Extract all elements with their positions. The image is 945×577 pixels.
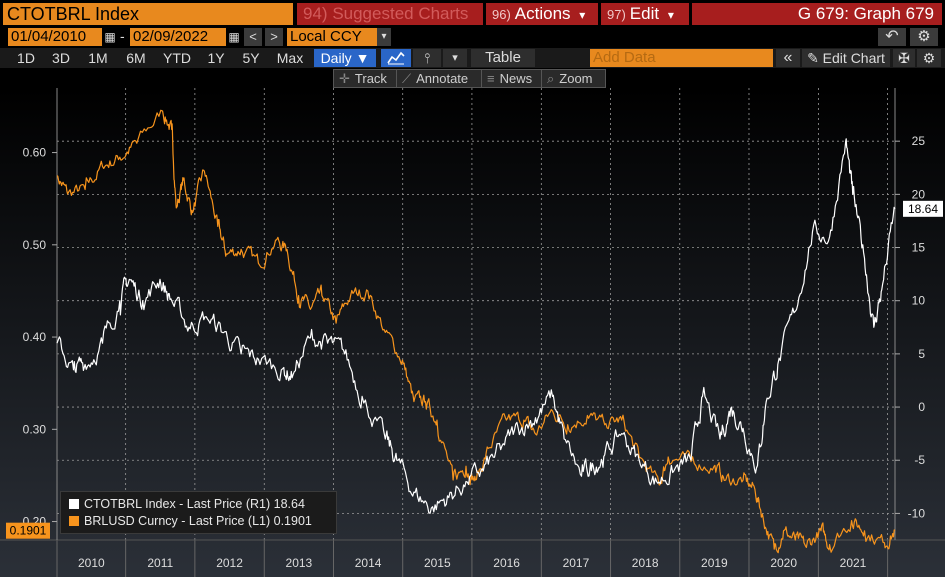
- tool-news[interactable]: ≡ News: [481, 69, 542, 88]
- actions-num: 96): [492, 7, 511, 22]
- legend-label-brlusd: BRLUSD Curncy - Last Price (L1) 0.1901: [84, 514, 312, 528]
- period-5y[interactable]: 5Y: [242, 50, 260, 66]
- y-left-tick-label: 0.60: [23, 146, 47, 160]
- y-right-tick-label: -10: [908, 506, 926, 520]
- table-button[interactable]: Table: [471, 49, 535, 67]
- currency-select[interactable]: Local CCY: [287, 28, 377, 46]
- frequency-select[interactable]: Daily ▼: [314, 49, 376, 67]
- security-title[interactable]: CTOTBRL Index: [3, 3, 293, 25]
- y-left-tick-label: 0.40: [23, 330, 47, 344]
- line-chart-icon[interactable]: [381, 49, 411, 67]
- series-line-brlusd: [56, 109, 896, 554]
- chart-type-caret-icon[interactable]: ▾: [443, 49, 467, 67]
- suggested-num: 94): [303, 4, 328, 23]
- y-right-tick-label: 20: [912, 187, 926, 201]
- y-left-tick-label: 0.30: [23, 422, 47, 436]
- track-icon: ✛: [339, 71, 350, 86]
- bar-chart-icon[interactable]: ⫯: [413, 49, 441, 67]
- start-calendar-icon[interactable]: ▦: [103, 28, 117, 46]
- y-right-tick-label: 5: [918, 347, 925, 361]
- right-last-value-text: 18.64: [908, 202, 938, 216]
- y-right-tick-label: 10: [912, 294, 926, 308]
- chart-config-icon[interactable]: ✠: [893, 49, 915, 67]
- x-tick-label: 2021: [840, 556, 867, 570]
- suggested-label: Suggested Charts: [332, 4, 469, 23]
- collapse-icon[interactable]: «: [776, 49, 800, 67]
- zoom-icon: ⌕: [547, 71, 555, 86]
- end-calendar-icon[interactable]: ▦: [227, 28, 241, 46]
- period-ytd[interactable]: YTD: [163, 50, 191, 66]
- x-tick-label: 2013: [286, 556, 313, 570]
- x-tick-label: 2017: [563, 556, 590, 570]
- end-date-field[interactable]: 02/09/2022: [130, 28, 226, 46]
- legend-swatch-ctotbrl: [69, 499, 79, 509]
- x-tick-label: 2020: [770, 556, 797, 570]
- legend-item-brlusd[interactable]: BRLUSD Curncy - Last Price (L1) 0.1901: [69, 514, 312, 528]
- series-line-ctotbrl: [56, 138, 896, 514]
- y-right-tick-label: 15: [912, 241, 926, 255]
- series-lines: [56, 109, 896, 554]
- last-value-tags: 0.1901 18.64: [6, 200, 943, 539]
- tool-label: News: [499, 71, 533, 86]
- edit-chart-button[interactable]: ✎ Edit Chart: [802, 49, 890, 67]
- tool-label: Zoom: [559, 71, 593, 86]
- legend-item-ctotbrl[interactable]: CTOTBRL Index - Last Price (R1) 18.64: [69, 497, 305, 511]
- y-axis-right: -10 -5 0 5 10 15 20 25: [894, 88, 926, 540]
- y-left-tick-label: 0.50: [23, 238, 47, 252]
- next-range-button[interactable]: >: [265, 28, 283, 46]
- actions-caret-icon: ▾: [579, 8, 586, 22]
- edit-num: 97): [607, 7, 626, 22]
- left-last-value-tag: [6, 522, 50, 539]
- x-tick-label: 2014: [355, 556, 382, 570]
- right-last-value-tag: [903, 200, 943, 217]
- actions-label: Actions: [514, 4, 571, 23]
- top-bar: CTOTBRL Index 94) Suggested Charts 96) Ac…: [0, 0, 945, 27]
- period-3d[interactable]: 3D: [52, 50, 70, 66]
- news-icon: ≡: [487, 71, 495, 86]
- tool-label: Track: [354, 71, 387, 86]
- graph-id: G 679: Graph 679: [692, 3, 942, 25]
- add-data-input[interactable]: [590, 49, 773, 67]
- x-tick-label: 2016: [493, 556, 520, 570]
- tool-annotate[interactable]: ⟋ Annotate: [396, 69, 482, 88]
- y-right-tick-label: -5: [914, 453, 925, 467]
- x-tick-label: 2011: [147, 556, 173, 570]
- suggested-charts-button[interactable]: 94) Suggested Charts: [297, 3, 483, 25]
- actions-menu[interactable]: 96) Actions ▾: [486, 3, 598, 25]
- tool-label: Annotate: [416, 71, 469, 86]
- prev-range-button[interactable]: <: [244, 28, 262, 46]
- legend-label-ctotbrl: CTOTBRL Index - Last Price (R1) 18.64: [84, 497, 305, 511]
- x-axis: 2010 2011 2012 2013 2014 2015 2016 2017 2018 2019…: [0, 539, 945, 577]
- x-tick-label: 2018: [632, 556, 659, 570]
- annotate-icon: ⟋: [402, 71, 412, 86]
- y-right-tick-label: 25: [912, 134, 926, 148]
- period-6m[interactable]: 6M: [126, 50, 146, 66]
- edit-label: Edit: [629, 4, 660, 23]
- period-1m[interactable]: 1M: [88, 50, 108, 66]
- tool-track[interactable]: ✛ Track: [333, 69, 397, 88]
- x-tick-label: 2015: [424, 556, 451, 570]
- chart-settings-gear-icon[interactable]: ⚙: [917, 49, 941, 67]
- edit-menu[interactable]: 97) Edit ▾: [601, 3, 689, 25]
- period-1y[interactable]: 1Y: [207, 50, 225, 66]
- y-right-tick-label: 0: [918, 400, 925, 414]
- x-tick-label: 2012: [216, 556, 243, 570]
- edit-caret-icon: ▾: [667, 8, 674, 22]
- x-tick-label: 2019: [701, 556, 728, 570]
- date-dash: -: [120, 28, 125, 44]
- undo-icon[interactable]: ↶: [878, 28, 906, 46]
- start-date-field[interactable]: 01/04/2010: [8, 28, 102, 46]
- settings-gear-icon[interactable]: ⚙: [910, 28, 938, 46]
- legend[interactable]: CTOTBRL Index - Last Price (R1) 18.64 BR…: [60, 491, 337, 534]
- x-tick-label: 2010: [78, 556, 105, 570]
- currency-caret-icon[interactable]: ▾: [377, 28, 391, 46]
- left-last-value-text: 0.1901: [10, 524, 47, 538]
- tool-zoom[interactable]: ⌕ Zoom: [541, 69, 606, 88]
- period-1d[interactable]: 1D: [17, 50, 35, 66]
- period-max[interactable]: Max: [276, 50, 304, 66]
- legend-swatch-brlusd: [69, 516, 79, 526]
